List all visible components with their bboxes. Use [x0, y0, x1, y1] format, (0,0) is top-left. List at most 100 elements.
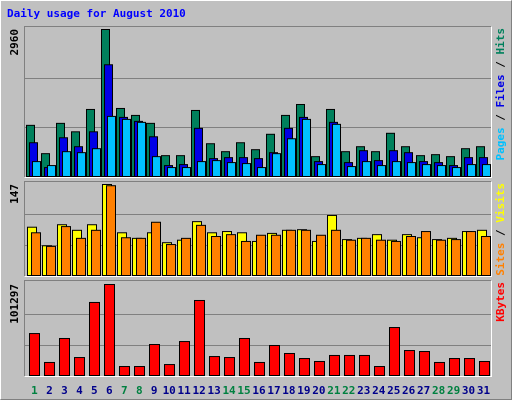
bar	[332, 123, 341, 177]
x-tick-label: 11	[178, 384, 192, 397]
bar	[344, 354, 355, 376]
bar	[482, 164, 491, 178]
bar	[361, 237, 371, 277]
bar	[227, 162, 236, 177]
x-tick-label: 18	[282, 384, 295, 397]
bar	[347, 166, 356, 177]
bar	[106, 185, 116, 276]
x-tick-label: 3	[61, 384, 68, 397]
x-tick-label: 2	[46, 384, 53, 397]
bar	[104, 284, 115, 376]
bar	[29, 333, 40, 376]
legend-entry: KBytes	[494, 282, 507, 322]
x-tick-label: 10	[163, 384, 176, 397]
bar	[254, 361, 265, 376]
y-max-label: 147	[8, 184, 21, 204]
bar	[107, 115, 116, 177]
bar	[61, 226, 71, 277]
bar	[164, 364, 175, 377]
bar	[391, 240, 401, 276]
x-tick-label: 19	[297, 384, 310, 397]
x-tick-label: 14	[222, 384, 236, 397]
x-tick-label: 28	[432, 384, 445, 397]
bar	[452, 167, 461, 177]
bar	[346, 239, 356, 276]
bar	[359, 354, 370, 376]
bar	[119, 366, 130, 376]
bar	[271, 234, 281, 276]
bar	[257, 167, 266, 177]
bar	[269, 344, 280, 376]
bar	[121, 237, 131, 277]
bar	[434, 361, 445, 376]
bar	[256, 234, 266, 276]
bar	[211, 236, 221, 276]
bar	[166, 244, 176, 277]
x-tick-label: 12	[193, 384, 206, 397]
panel-shadow	[24, 181, 492, 277]
bar	[196, 224, 206, 277]
x-tick-label: 27	[417, 384, 430, 397]
bar	[134, 366, 145, 376]
bar	[272, 153, 281, 178]
bar	[317, 164, 326, 178]
bar	[194, 299, 205, 377]
legend-separator: /	[494, 108, 507, 128]
bar	[436, 239, 446, 276]
bar	[302, 118, 311, 177]
bar	[392, 161, 401, 177]
bar	[451, 239, 461, 277]
legend-entry: Sites	[494, 243, 507, 276]
bar	[89, 301, 100, 376]
chart-title: Daily usage for August 2010	[7, 7, 186, 20]
bar	[31, 232, 41, 277]
legend-separator: /	[494, 55, 507, 75]
bar	[181, 237, 191, 277]
bar	[479, 360, 490, 377]
x-tick-label: 21	[327, 384, 341, 397]
bar	[76, 237, 86, 277]
legend-entry: Visits	[494, 183, 507, 223]
bar	[287, 138, 296, 178]
bar	[362, 161, 371, 177]
x-tick-label: 4	[76, 384, 83, 397]
x-tick-label: 16	[252, 384, 266, 397]
bar	[389, 327, 400, 377]
legend: Pages / Files / Hits	[494, 28, 507, 161]
bar	[329, 354, 340, 376]
bar	[62, 151, 71, 177]
x-tick-label: 26	[402, 384, 416, 397]
panel-light	[24, 280, 492, 377]
bar	[314, 360, 325, 377]
bar	[122, 118, 131, 177]
x-tick-label: 15	[237, 384, 250, 397]
bar	[422, 164, 431, 178]
legend: Sites / Visits	[494, 183, 507, 276]
bar	[407, 162, 416, 177]
bar	[46, 245, 56, 276]
bar	[467, 164, 476, 178]
x-tick-label: 24	[372, 384, 386, 397]
bar	[376, 239, 386, 276]
panel-shadow	[24, 26, 492, 178]
legend-separator: /	[494, 223, 507, 243]
bar	[59, 337, 70, 376]
bar	[464, 358, 475, 376]
x-tick-label: 30	[462, 384, 475, 397]
bar	[212, 160, 221, 177]
x-tick-label: 25	[387, 384, 400, 397]
bar	[331, 229, 341, 276]
panel-light	[24, 181, 492, 277]
bar	[209, 356, 220, 377]
bar	[374, 366, 385, 376]
bar	[136, 237, 146, 277]
bar	[167, 167, 176, 177]
legend: KBytes	[494, 282, 507, 322]
legend-entry: Hits	[494, 28, 507, 55]
bar	[299, 358, 310, 376]
bar	[481, 236, 491, 276]
x-tick-label: 22	[342, 384, 355, 397]
